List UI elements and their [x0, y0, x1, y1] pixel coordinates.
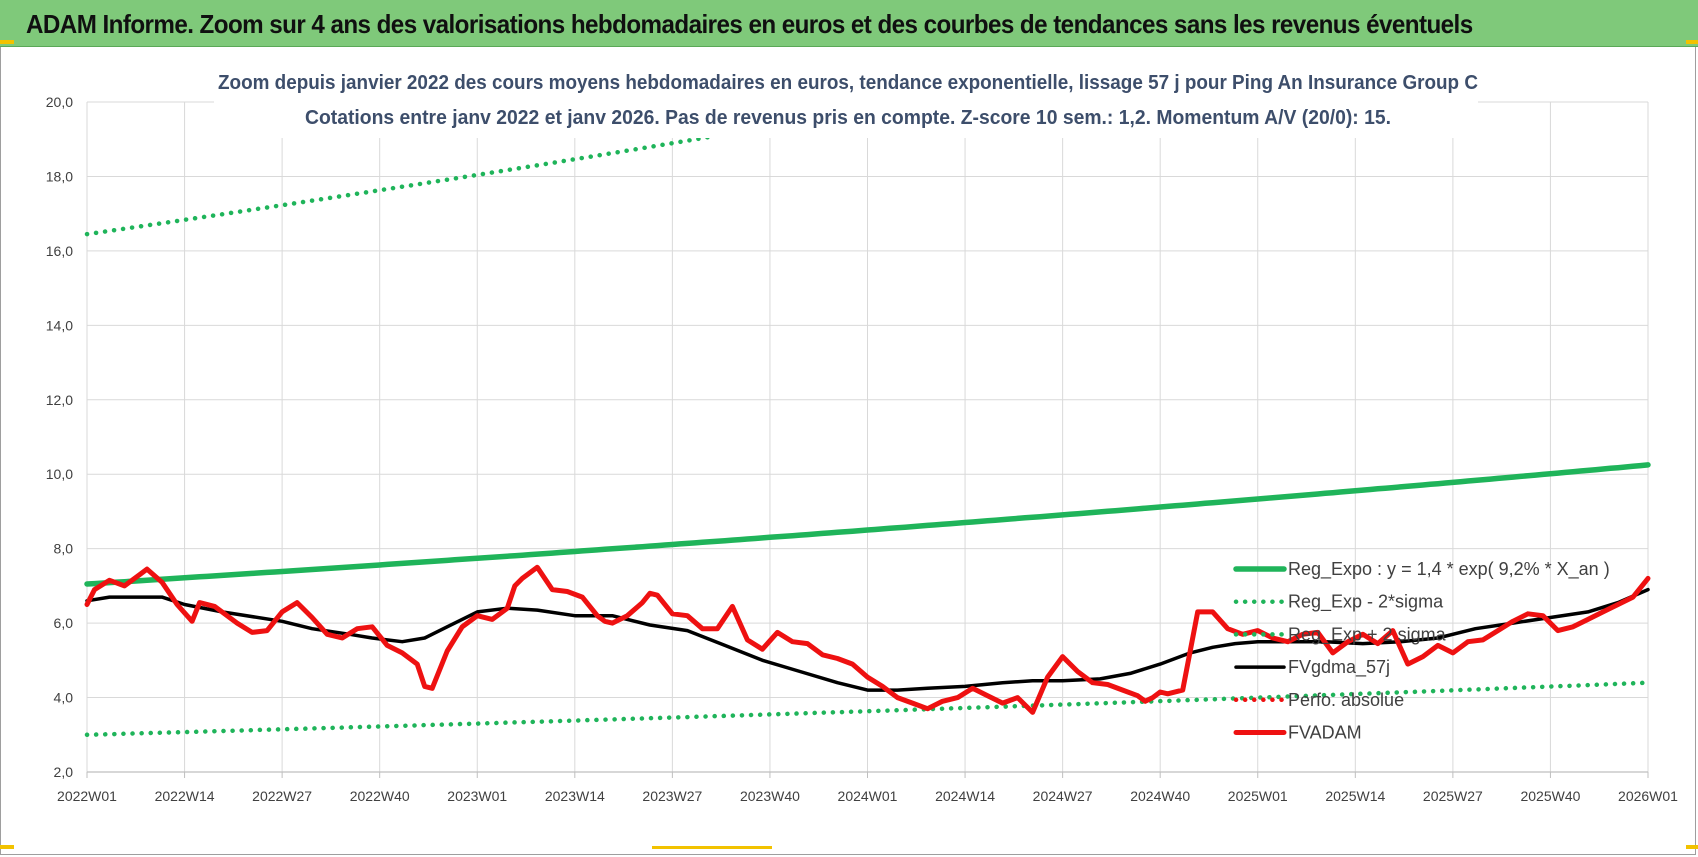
x-tick-label: 2023W14 — [545, 788, 605, 804]
x-tick-label: 2025W14 — [1325, 788, 1385, 804]
x-tick-label: 2022W01 — [57, 788, 117, 804]
title-background — [214, 62, 1478, 138]
x-tick-label: 2022W14 — [155, 788, 215, 804]
legend-label: FVgdma_57j — [1288, 657, 1390, 678]
legend-label: Reg_Exp + 2 sigma — [1288, 624, 1447, 645]
x-tick-label: 2025W01 — [1228, 788, 1288, 804]
x-tick-label: 2024W27 — [1033, 788, 1093, 804]
x-tick-label: 2023W40 — [740, 788, 800, 804]
corner-mark-bottom-right — [1686, 845, 1698, 849]
y-tick-label: 12,0 — [46, 392, 73, 408]
series-layer — [84, 98, 1651, 738]
corner-mark-top-right — [1686, 40, 1698, 44]
y-tick-label: 6,0 — [54, 615, 74, 631]
legend-label: FVADAM — [1288, 723, 1362, 743]
y-tick-label: 4,0 — [54, 690, 74, 706]
corner-mark-bottom-center — [652, 846, 772, 849]
series-line-fvadam — [84, 564, 1651, 715]
chart-title-line-2: Cotations entre janv 2022 et janv 2026. … — [305, 107, 1391, 129]
report-title: ADAM Informe. Zoom sur 4 ans des valoris… — [26, 9, 1473, 39]
x-tick-label: 2025W27 — [1423, 788, 1483, 804]
chart-legend: Reg_Expo : y = 1,4 * exp( 9,2% * X_an ) R… — [1233, 559, 1610, 743]
tick-layer: 20,0 18,0 16,0 14,0 12,0 10,0 8,0 6,0 4,0 2,0 2022… — [46, 94, 1678, 804]
x-tick-label: 2025W40 — [1520, 788, 1580, 804]
legend-label: Perfo. absolue — [1288, 690, 1404, 710]
report-banner: ADAM Informe. Zoom sur 4 ans des valoris… — [0, 0, 1698, 47]
x-tick-label: 2022W40 — [350, 788, 410, 804]
y-tick-label: 16,0 — [46, 243, 73, 259]
x-tick-label: 2024W14 — [935, 788, 995, 804]
x-tick-label: 2024W40 — [1130, 788, 1190, 804]
x-tick-label: 2023W01 — [447, 788, 507, 804]
y-tick-label: 10,0 — [46, 466, 73, 482]
y-tick-label: 8,0 — [54, 541, 74, 557]
series-line-reg_expo — [84, 462, 1651, 587]
y-tick-label: 18,0 — [46, 168, 73, 184]
y-tick-label: 2,0 — [54, 764, 74, 780]
x-tick-label: 2022W27 — [252, 788, 312, 804]
corner-mark-bottom-left — [0, 845, 14, 849]
x-tick-label: 2024W01 — [838, 788, 898, 804]
chart-title-line-1: Zoom depuis janvier 2022 des cours moyen… — [218, 72, 1478, 94]
y-tick-label: 14,0 — [46, 317, 73, 333]
x-tick-label: 2026W01 — [1618, 788, 1678, 804]
x-tick-label: 2023W27 — [642, 788, 702, 804]
legend-label: Reg_Expo : y = 1,4 * exp( 9,2% * X_an ) — [1288, 559, 1610, 580]
y-tick-label: 20,0 — [46, 94, 73, 110]
series-line-reg_exp — [84, 680, 1651, 738]
corner-mark-top-left — [0, 40, 14, 44]
legend-label: Reg_Exp - 2*sigma — [1288, 592, 1444, 613]
